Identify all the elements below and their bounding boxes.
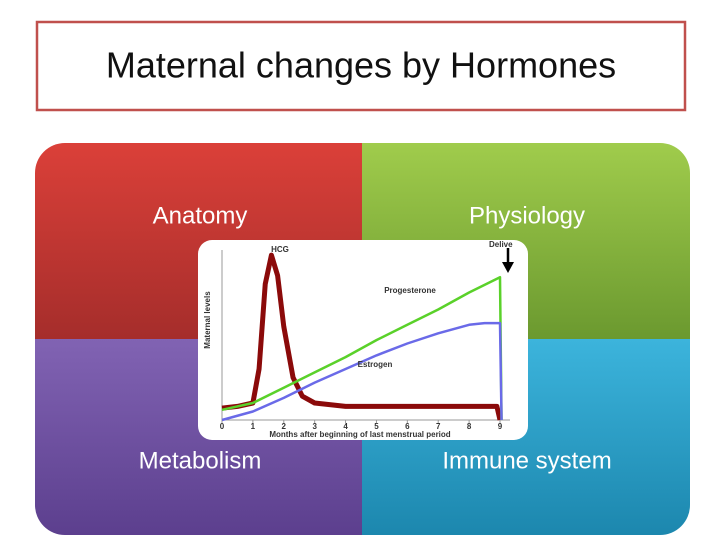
series-label: Estrogen xyxy=(358,360,393,369)
x-tick-label: 7 xyxy=(436,422,441,431)
arrow-head xyxy=(502,262,514,273)
x-tick-label: 4 xyxy=(343,422,348,431)
x-tick-label: 5 xyxy=(374,422,379,431)
quadrant-label: Immune system xyxy=(442,447,611,474)
x-tick-label: 9 xyxy=(498,422,503,431)
series-line xyxy=(221,275,503,421)
series-label: HCG xyxy=(271,245,289,254)
title-box xyxy=(35,20,687,112)
title: Maternal changes by Hormones xyxy=(106,45,616,86)
y-label: Maternal levels xyxy=(203,291,212,349)
series-label: Progesterone xyxy=(384,286,436,295)
series-line xyxy=(221,321,503,422)
x-tick-label: 3 xyxy=(312,422,317,431)
quadrant-label: Anatomy xyxy=(153,202,248,229)
x-tick-label: 0 xyxy=(220,422,225,431)
inset-panel xyxy=(198,240,528,440)
quadrant-label: Metabolism xyxy=(139,447,262,474)
x-tick-label: 6 xyxy=(405,422,410,431)
annotation: Delive xyxy=(489,240,513,249)
inset-chart: Maternal levels Months after beginning o… xyxy=(203,240,514,439)
x-tick-label: 1 xyxy=(251,422,256,431)
series-line xyxy=(221,252,503,421)
x-tick-label: 8 xyxy=(467,422,472,431)
x-label: Months after beginning of last menstrual… xyxy=(269,430,450,439)
x-tick-label: 2 xyxy=(282,422,287,431)
quadrant-label: Physiology xyxy=(469,202,585,229)
